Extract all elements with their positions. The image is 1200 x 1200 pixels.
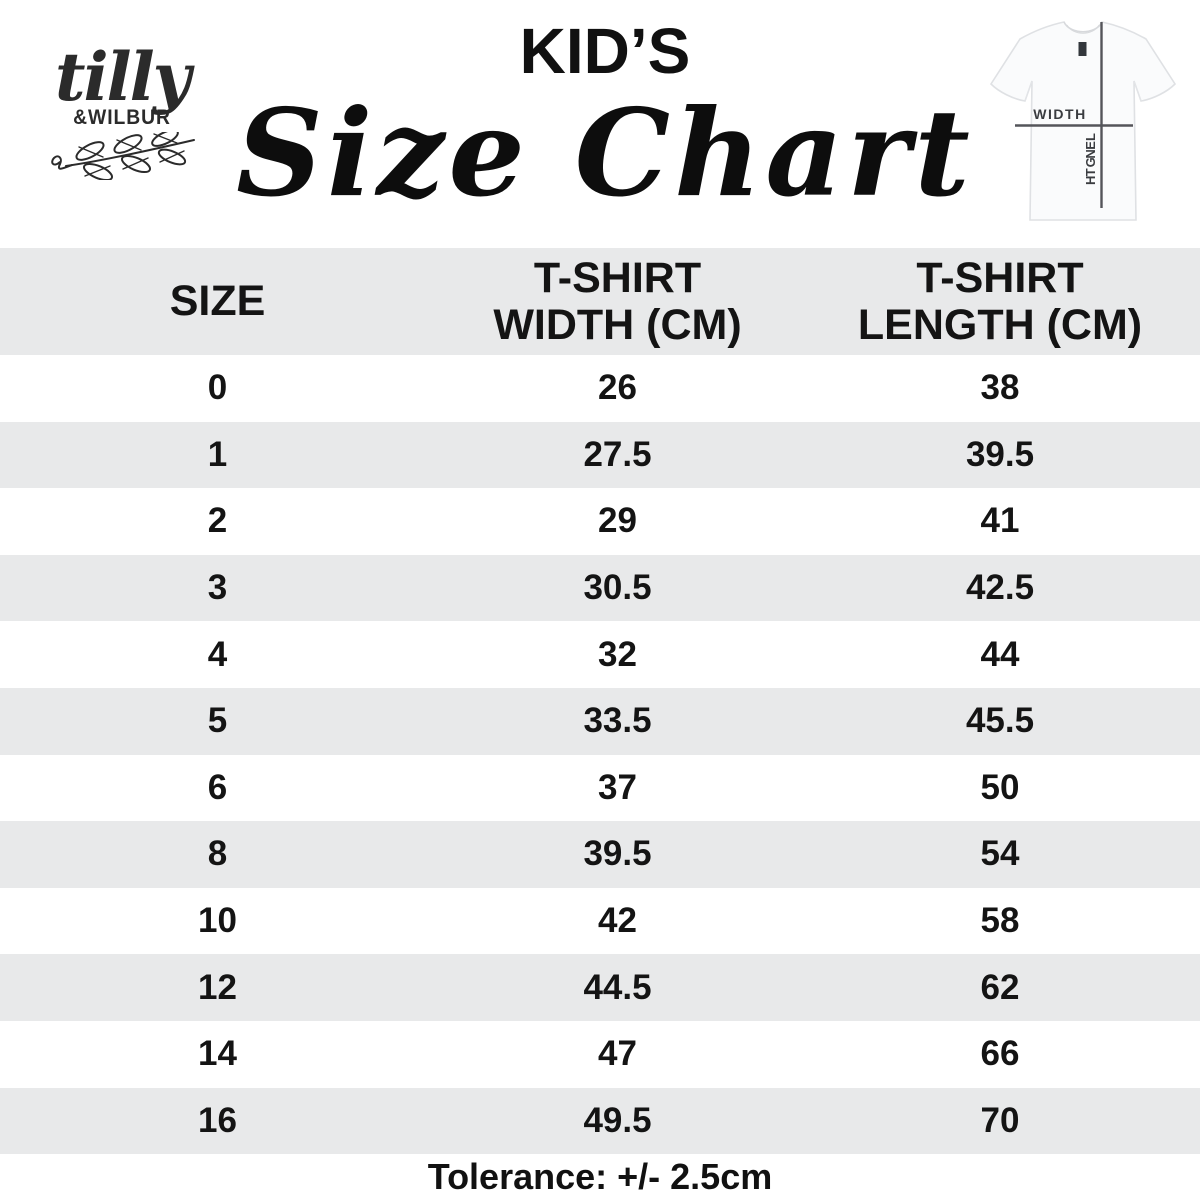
table-row: 2 29 41 (0, 488, 1200, 555)
length-cell: 38 (980, 368, 1020, 408)
column-header-width: T-SHIRT WIDTH (CM) (435, 255, 800, 348)
length-cell: 45.5 (965, 701, 1035, 741)
size-header-label: SIZE (169, 277, 266, 326)
length-cell: 62 (980, 967, 1020, 1007)
width-cell: 47 (598, 1034, 637, 1074)
length-header-line1: T-SHIRT (916, 254, 1084, 303)
length-cell: 39.5 (965, 434, 1035, 474)
size-cell: 10 (198, 901, 237, 941)
table-body: 0 26 38 1 27.5 39.5 2 29 41 3 30.5 42.5 … (0, 355, 1200, 1155)
laurel-branch-icon (51, 132, 195, 180)
table-header-row: SIZE T-SHIRT WIDTH (CM) T-SHIRT LENGTH (… (0, 248, 1200, 355)
width-cell: 37 (598, 767, 637, 807)
width-cell: 39.5 (583, 834, 652, 874)
length-cell: 58 (980, 901, 1020, 941)
length-cell: 41 (980, 501, 1020, 541)
width-cell: 27.5 (583, 434, 652, 474)
table-row: 14 47 66 (0, 1021, 1200, 1088)
size-cell: 14 (198, 1034, 237, 1074)
size-cell: 2 (207, 501, 228, 541)
table-row: 4 32 44 (0, 621, 1200, 688)
length-label: LENGTH (1083, 133, 1098, 185)
tshirt-graphic: WIDTH LENGTH (989, 21, 1177, 221)
size-cell: 8 (207, 834, 228, 874)
width-cell: 30.5 (583, 568, 652, 608)
table-row: 1 27.5 39.5 (0, 421, 1200, 489)
length-cell: 54 (980, 834, 1020, 874)
size-cell: 1 (207, 434, 228, 474)
size-table: SIZE T-SHIRT WIDTH (CM) T-SHIRT LENGTH (… (0, 248, 1200, 1155)
size-cell: 5 (207, 701, 228, 741)
length-cell: 42.5 (965, 568, 1035, 608)
width-label: WIDTH (1033, 106, 1086, 122)
table-row: 10 42 58 (0, 888, 1200, 955)
table-row: 5 33.5 45.5 (0, 687, 1200, 755)
tolerance-note: Tolerance: +/- 2.5cm (427, 1156, 773, 1197)
brand-name-caps: &WILBUR (73, 106, 171, 129)
size-cell: 4 (207, 634, 228, 674)
width-cell: 44.5 (583, 967, 652, 1007)
column-header-length: T-SHIRT LENGTH (CM) (800, 255, 1200, 348)
title-block: KID’S Size Chart (230, 0, 980, 217)
width-header-line1: T-SHIRT (533, 254, 702, 303)
width-cell: 42 (598, 901, 637, 941)
table-row: 8 39.5 54 (0, 821, 1200, 888)
size-cell: 0 (207, 368, 228, 408)
brand-name-script: tilly (54, 38, 191, 116)
table-row: 3 30.5 42.5 (0, 554, 1200, 622)
size-cell: 12 (198, 967, 237, 1007)
width-header-line2: WIDTH (CM) (493, 300, 742, 349)
width-cell: 32 (598, 634, 637, 674)
table-row: 12 44.5 62 (0, 954, 1200, 1021)
length-cell: 44 (980, 634, 1020, 674)
width-cell: 29 (598, 501, 637, 541)
title-kicker: KID’S (519, 15, 691, 87)
width-cell: 33.5 (583, 701, 652, 741)
length-cell: 50 (980, 767, 1020, 807)
brand-logo: tilly &WILBUR (38, 44, 206, 180)
length-header-line2: LENGTH (CM) (857, 300, 1143, 349)
table-row: 16 49.5 70 (0, 1087, 1200, 1155)
width-cell: 26 (598, 368, 637, 408)
size-cell: 3 (207, 568, 228, 608)
size-cell: 6 (207, 767, 228, 807)
column-header-size: SIZE (0, 278, 435, 324)
table-row: 6 37 50 (0, 755, 1200, 822)
size-cell: 16 (198, 1100, 237, 1140)
length-cell: 66 (980, 1034, 1020, 1074)
table-row: 0 26 38 (0, 355, 1200, 422)
neck-label (1078, 42, 1087, 56)
page-title: Size Chart (236, 83, 974, 224)
width-cell: 49.5 (583, 1100, 652, 1140)
length-cell: 70 (980, 1100, 1020, 1140)
tshirt-measurement-diagram: WIDTH LENGTH (983, 10, 1187, 238)
